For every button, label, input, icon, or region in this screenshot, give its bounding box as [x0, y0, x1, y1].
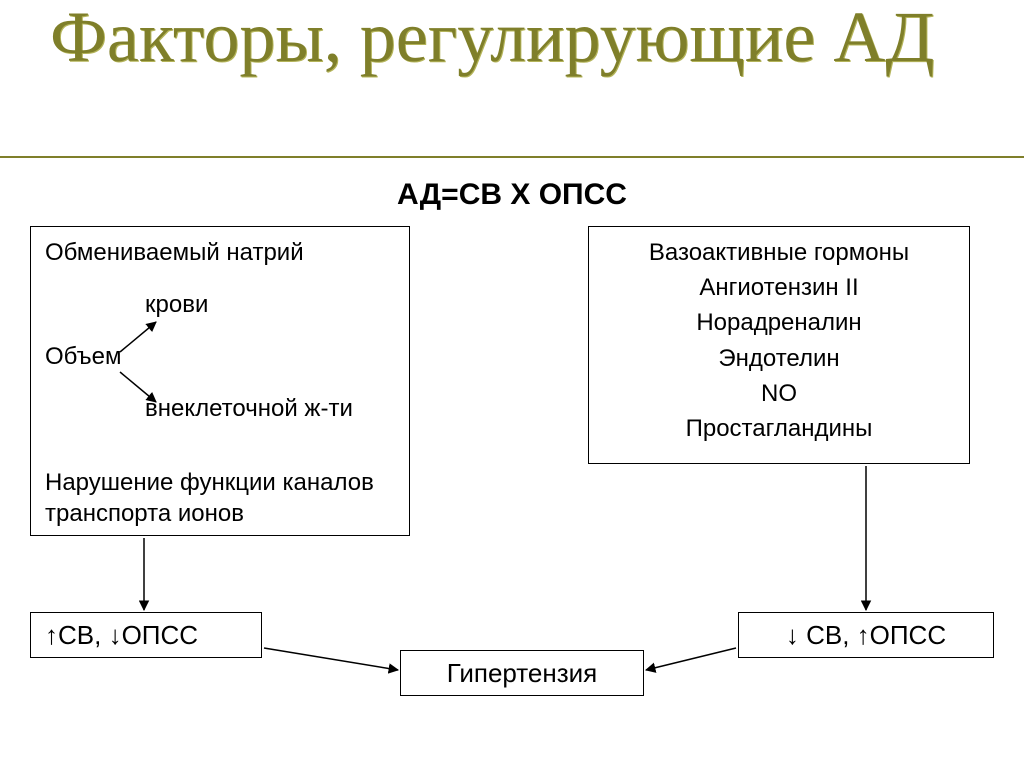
- left-factors-box: Обмениваемый натрий крови Объем внеклето…: [30, 226, 410, 536]
- left-t3: Объем: [45, 341, 121, 372]
- right-r1: Вазоактивные гормоны: [603, 237, 955, 268]
- left-t5: Нарушение функции каналов транспорта ион…: [45, 467, 395, 529]
- title-underline: [0, 156, 1024, 158]
- slide-title: Факторы, регулирующие АД: [50, 0, 984, 81]
- slide: Факторы, регулирующие АД АД=СВ Х ОПСС Об…: [0, 0, 1024, 768]
- sv-opss-right-box: ↓ СВ, ↑ОПСС: [738, 612, 994, 658]
- right-r5: NO: [603, 378, 955, 409]
- formula: АД=СВ Х ОПСС: [0, 178, 1024, 212]
- svL-to-hyper-arrow: [264, 648, 398, 670]
- right-r6: Простагландины: [603, 413, 955, 444]
- right-hormones-box: Вазоактивные гормоны Ангиотензин II Нора…: [588, 226, 970, 464]
- svR-to-hyper-arrow: [646, 648, 736, 670]
- left-t2: крови: [145, 289, 208, 320]
- right-r3: Норадреналин: [603, 307, 955, 338]
- right-r4: Эндотелин: [603, 343, 955, 374]
- hypertension-box: Гипертензия: [400, 650, 644, 696]
- sv-opss-left-box: ↑СВ, ↓ОПСС: [30, 612, 262, 658]
- left-t1: Обмениваемый натрий: [45, 237, 304, 268]
- left-t4: внеклеточной ж-ти: [145, 393, 353, 424]
- right-r2: Ангиотензин II: [603, 272, 955, 303]
